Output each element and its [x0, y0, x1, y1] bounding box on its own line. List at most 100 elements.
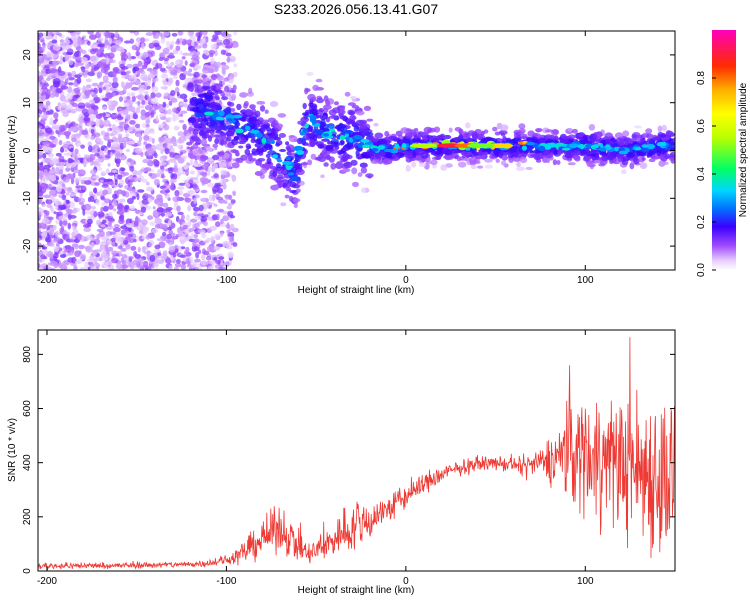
spectrogram-cell [80, 157, 85, 164]
y-tick-label: 600 [22, 400, 33, 417]
spectrogram-cell [136, 193, 140, 201]
spectrogram-cell [43, 194, 52, 199]
spectrogram-cell [215, 130, 224, 134]
spectrogram-cell [57, 70, 66, 77]
spectrogram-cell [64, 99, 71, 103]
spectrogram-cell [195, 138, 202, 145]
spectrogram-cell [193, 211, 198, 217]
spectrogram-cell [494, 131, 501, 136]
spectrogram-cell [163, 57, 170, 62]
spectrogram-cell [87, 40, 91, 46]
spectrogram-cell [545, 129, 554, 133]
spectrogram-cell [131, 195, 136, 200]
spectrogram-cell [216, 196, 224, 201]
spectrogram-cell [197, 117, 203, 123]
spectrogram-cell [124, 204, 130, 210]
spectrogram-cell [49, 169, 56, 174]
spectrogram-cell [107, 149, 111, 156]
spectrogram-cell [535, 128, 542, 133]
spectrogram-cell [538, 137, 546, 145]
spectrogram-cell [73, 41, 79, 48]
spectrogram-cell [146, 181, 150, 186]
spectrogram-cell [87, 218, 93, 225]
spectrogram-cell [337, 124, 346, 129]
spectrogram-cell [147, 197, 153, 203]
spectrogram-cell [74, 74, 82, 78]
spectrogram-cell [204, 163, 209, 167]
spectrogram-peak [227, 118, 233, 122]
spectrogram-cell [256, 146, 264, 153]
spectrogram-cell [125, 243, 131, 250]
spectrogram-cell [492, 126, 498, 132]
spectrogram-cell [137, 246, 141, 253]
spectrogram-cell [93, 60, 98, 65]
spectrogram-cell [226, 229, 231, 234]
spectrogram-cell [60, 225, 65, 232]
spectrogram-cell [113, 208, 117, 212]
spectrogram-cell [564, 150, 573, 155]
spectrogram-peak [232, 114, 243, 119]
spectrogram-cell [108, 37, 113, 45]
spectrogram-cell [151, 86, 159, 93]
spectrogram-cell [187, 45, 196, 52]
spectrogram-cell [200, 260, 209, 266]
spectrogram-cell [60, 102, 67, 109]
colorbar-tick-label: 0.0 [696, 263, 707, 277]
spectrogram-cell [67, 120, 72, 125]
spectrogram-cell [218, 161, 227, 169]
x-tick-label: -200 [37, 576, 57, 587]
spectrogram-cell [495, 158, 500, 163]
spectrogram-cell [194, 112, 204, 118]
spectrogram-cell [135, 133, 142, 137]
spectrogram-cell [317, 109, 324, 115]
spectrogram-cell [162, 31, 170, 37]
spectrogram-cell [137, 105, 145, 109]
spectrogram-cell [108, 221, 112, 227]
spectrogram-cell [41, 89, 46, 96]
spectrogram-cell [151, 128, 155, 135]
spectrogram-cell [50, 242, 55, 247]
spectrogram-cell [669, 151, 675, 158]
spectrogram-cell [131, 44, 138, 51]
spectrogram-cell [176, 194, 180, 202]
spectrogram-peak [235, 128, 244, 134]
spectrogram-cell [83, 203, 92, 211]
spectrogram-peak [394, 143, 400, 150]
spectrogram-cell [242, 116, 247, 122]
spectrogram-cell [195, 32, 199, 38]
spectrogram-cell [66, 87, 72, 93]
spectrogram-cell [135, 95, 143, 99]
spectrogram-cell [40, 86, 48, 90]
spectrogram-cell [517, 153, 523, 157]
spectrogram-cell [53, 211, 57, 215]
spectrogram-cell [399, 152, 405, 157]
spectrogram-cell [608, 156, 614, 161]
spectrogram-cell [436, 135, 443, 141]
spectrogram-cell [74, 155, 78, 163]
spectrogram-cell [184, 182, 191, 188]
spectrogram-cell [138, 135, 142, 142]
spectrogram-cell [155, 63, 159, 70]
spectrogram-cell [183, 103, 188, 108]
spectrogram-cell [111, 130, 118, 136]
spectrogram-cell [275, 140, 283, 146]
spectrogram-peak [311, 120, 316, 125]
spectrogram-cell [344, 154, 353, 160]
spectrogram-cell [629, 162, 635, 170]
spectrogram-cell [142, 260, 149, 268]
spectrogram-cell [112, 76, 118, 83]
spectrogram-cell [588, 124, 596, 131]
spectrogram-cell [159, 197, 164, 203]
spectrogram-cell [145, 123, 150, 128]
spectrogram-cell [357, 172, 363, 178]
spectrogram-cell [229, 235, 235, 243]
spectrogram-cell [330, 162, 337, 170]
spectrogram-cell [58, 139, 63, 146]
spectrogram-cell [122, 141, 127, 149]
spectrogram-cell [466, 137, 473, 143]
spectrogram-cell [556, 160, 561, 165]
spectrogram-cell [108, 204, 114, 210]
spectrogram-cell [198, 129, 205, 137]
spectrogram-cell [236, 103, 242, 111]
spectrogram-peak [353, 134, 363, 140]
